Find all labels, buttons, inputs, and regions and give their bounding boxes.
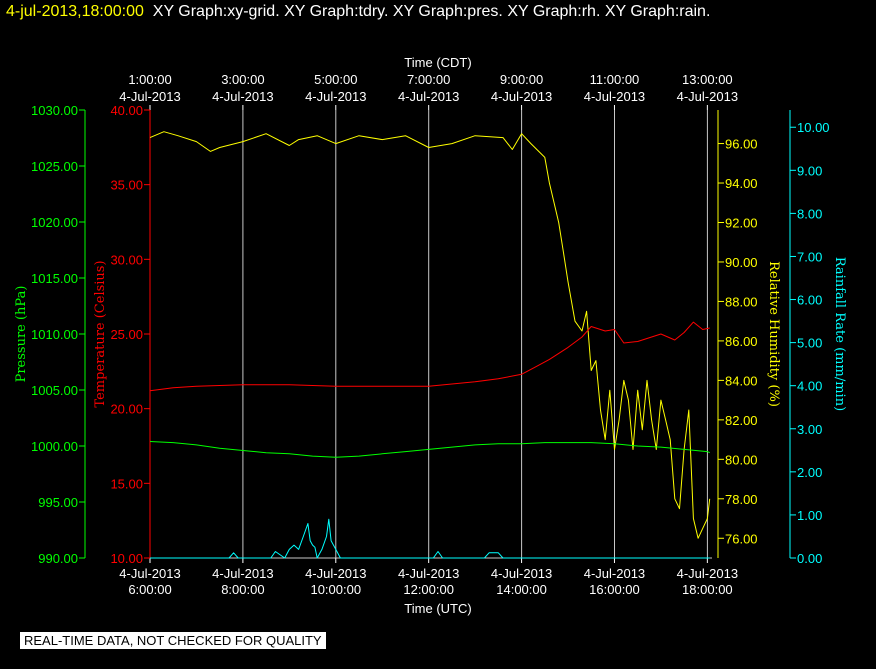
temperature-tick-label: 10.00: [110, 551, 143, 566]
rh-tick-label: 84.00: [725, 373, 758, 388]
x-top-tick-label: 4-Jul-2013: [119, 89, 180, 104]
x-top-tick-label: 4-Jul-2013: [398, 89, 459, 104]
temperature-tick-label: 20.00: [110, 402, 143, 417]
rain-axis-label: Rainfall Rate (mm/min): [832, 257, 847, 411]
x-top-axis-label: Time (CDT): [404, 55, 471, 70]
x-top-tick-label: 5:00:00: [314, 72, 357, 87]
x-bottom-tick-label: 4-Jul-2013: [677, 566, 738, 581]
x-bottom-tick-label: 16:00:00: [589, 582, 640, 597]
rain-tick-label: 7.00: [797, 249, 822, 264]
x-top-tick-label: 1:00:00: [128, 72, 171, 87]
pressure-tick-label: 1000.00: [31, 439, 78, 454]
x-top-tick-label: 9:00:00: [500, 72, 543, 87]
x-bottom-tick-label: 18:00:00: [682, 582, 733, 597]
rh-tick-label: 96.00: [725, 137, 758, 152]
pressure-tick-label: 1010.00: [31, 327, 78, 342]
x-bottom-axis-label: Time (UTC): [404, 601, 471, 616]
rain-tick-label: 4.00: [797, 379, 822, 394]
rain-series-line: [150, 518, 710, 559]
pressure-tick-label: 1015.00: [31, 271, 78, 286]
graph-header: 4-jul-2013,18:00:00 XY Graph:xy-grid. XY…: [6, 3, 710, 21]
x-top-tick-label: 13:00:00: [682, 72, 733, 87]
rh-tick-label: 92.00: [725, 215, 758, 230]
pressure-tick-label: 1005.00: [31, 383, 78, 398]
pressure-tick-label: 1025.00: [31, 159, 78, 174]
pressure-axis-label: Pressure (hPa): [14, 286, 29, 383]
rh-tick-label: 90.00: [725, 255, 758, 270]
rh-tick-label: 78.00: [725, 492, 758, 507]
x-top-tick-label: 3:00:00: [221, 72, 264, 87]
pressure-series-line: [149, 441, 710, 458]
temperature-tick-label: 30.00: [110, 252, 143, 267]
rain-tick-label: 5.00: [797, 336, 822, 351]
rain-tick-label: 6.00: [797, 293, 822, 308]
temperature-series-line: [149, 321, 710, 392]
x-top-tick-label: 4-Jul-2013: [305, 89, 366, 104]
x-top-tick-label: 11:00:00: [590, 72, 640, 87]
rain-tick-label: 1.00: [797, 508, 822, 523]
x-top-tick-label: 7:00:00: [407, 72, 450, 87]
rain-tick-label: 3.00: [797, 422, 822, 437]
x-top-tick-label: 4-Jul-2013: [677, 89, 738, 104]
temperature-tick-label: 25.00: [110, 327, 143, 342]
x-bottom-tick-label: 4-Jul-2013: [305, 566, 366, 581]
x-bottom-tick-label: 10:00:00: [310, 582, 361, 597]
pressure-tick-label: 1030.00: [31, 103, 78, 118]
x-bottom-tick-label: 8:00:00: [221, 582, 264, 597]
x-bottom-tick-label: 4-Jul-2013: [212, 566, 273, 581]
pressure-tick-label: 995.00: [38, 495, 78, 510]
pressure-tick-label: 1020.00: [31, 215, 78, 230]
temperature-tick-label: 15.00: [110, 476, 143, 491]
x-bottom-tick-label: 6:00:00: [128, 582, 171, 597]
rh-tick-label: 94.00: [725, 176, 758, 191]
x-bottom-tick-label: 4-Jul-2013: [584, 566, 645, 581]
rain-tick-label: 0.00: [797, 551, 822, 566]
rain-tick-label: 8.00: [797, 206, 822, 221]
graph-title: XY Graph:xy-grid. XY Graph:tdry. XY Grap…: [152, 3, 711, 20]
rh-tick-label: 82.00: [725, 413, 758, 428]
x-bottom-tick-label: 4-Jul-2013: [398, 566, 459, 581]
x-bottom-tick-label: 4-Jul-2013: [491, 566, 552, 581]
x-top-tick-label: 4-Jul-2013: [491, 89, 552, 104]
rh-tick-label: 88.00: [725, 294, 758, 309]
rh-tick-label: 76.00: [725, 531, 758, 546]
graph-timestamp: 4-jul-2013,18:00:00: [6, 3, 144, 20]
temperature-axis-label: Temperature (Celsius): [93, 260, 108, 407]
x-top-tick-label: 4-Jul-2013: [584, 89, 645, 104]
x-bottom-tick-label: 14:00:00: [496, 582, 547, 597]
rain-tick-label: 9.00: [797, 163, 822, 178]
temperature-tick-label: 40.00: [110, 103, 143, 118]
rain-tick-label: 10.00: [797, 120, 830, 135]
rh-tick-label: 80.00: [725, 452, 758, 467]
temperature-tick-label: 35.00: [110, 178, 143, 193]
pressure-tick-label: 990.00: [38, 551, 78, 566]
rh-tick-label: 86.00: [725, 334, 758, 349]
x-bottom-tick-label: 12:00:00: [403, 582, 454, 597]
x-bottom-tick-label: 4-Jul-2013: [119, 566, 180, 581]
quality-disclaimer: REAL-TIME DATA, NOT CHECKED FOR QUALITY: [20, 632, 326, 649]
rain-tick-label: 2.00: [797, 465, 822, 480]
x-top-tick-label: 4-Jul-2013: [212, 89, 273, 104]
rh-series-line: [149, 131, 711, 539]
rh-axis-label: Relative Humidity (%): [766, 261, 781, 407]
